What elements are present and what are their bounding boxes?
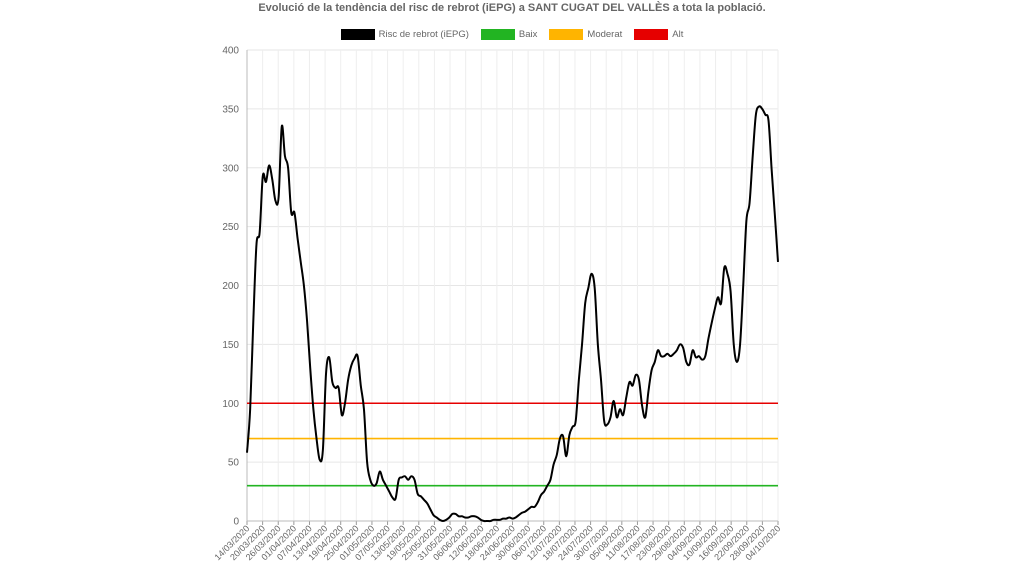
chart-title: Evolució de la tendència del risc de reb… xyxy=(258,2,766,14)
y-tick-label: 350 xyxy=(222,104,239,115)
legend-item-risc[interactable]: Risc de rebrot (iEPG) xyxy=(340,29,469,40)
legend-label-moderat: Moderat xyxy=(587,29,623,40)
legend-label-baix: Baix xyxy=(518,29,538,40)
legend-label-risc: Risc de rebrot (iEPG) xyxy=(378,29,469,40)
legend-swatch-moderat xyxy=(549,29,584,40)
y-tick-label: 50 xyxy=(228,458,240,469)
legend-item-alt[interactable]: Alt xyxy=(634,29,683,40)
y-tick-label: 300 xyxy=(222,163,239,174)
legend-swatch-alt xyxy=(634,29,669,40)
legend-item-baix[interactable]: Baix xyxy=(480,29,538,40)
y-tick-label: 150 xyxy=(222,340,239,351)
y-tick-label: 250 xyxy=(222,222,239,233)
chart-legend: Risc de rebrot (iEPG) Baix Moderat Alt xyxy=(0,29,1024,40)
legend-swatch-risc xyxy=(340,29,375,40)
y-tick-label: 200 xyxy=(222,281,239,292)
legend-item-moderat[interactable]: Moderat xyxy=(549,29,622,40)
y-tick-label: 400 xyxy=(222,46,239,57)
legend-label-alt: Alt xyxy=(672,29,684,40)
y-tick-label: 100 xyxy=(222,399,239,410)
legend-swatch-baix xyxy=(480,29,515,40)
series-line-risc-de-rebrot xyxy=(246,105,779,523)
y-tick-label: 0 xyxy=(233,517,239,528)
